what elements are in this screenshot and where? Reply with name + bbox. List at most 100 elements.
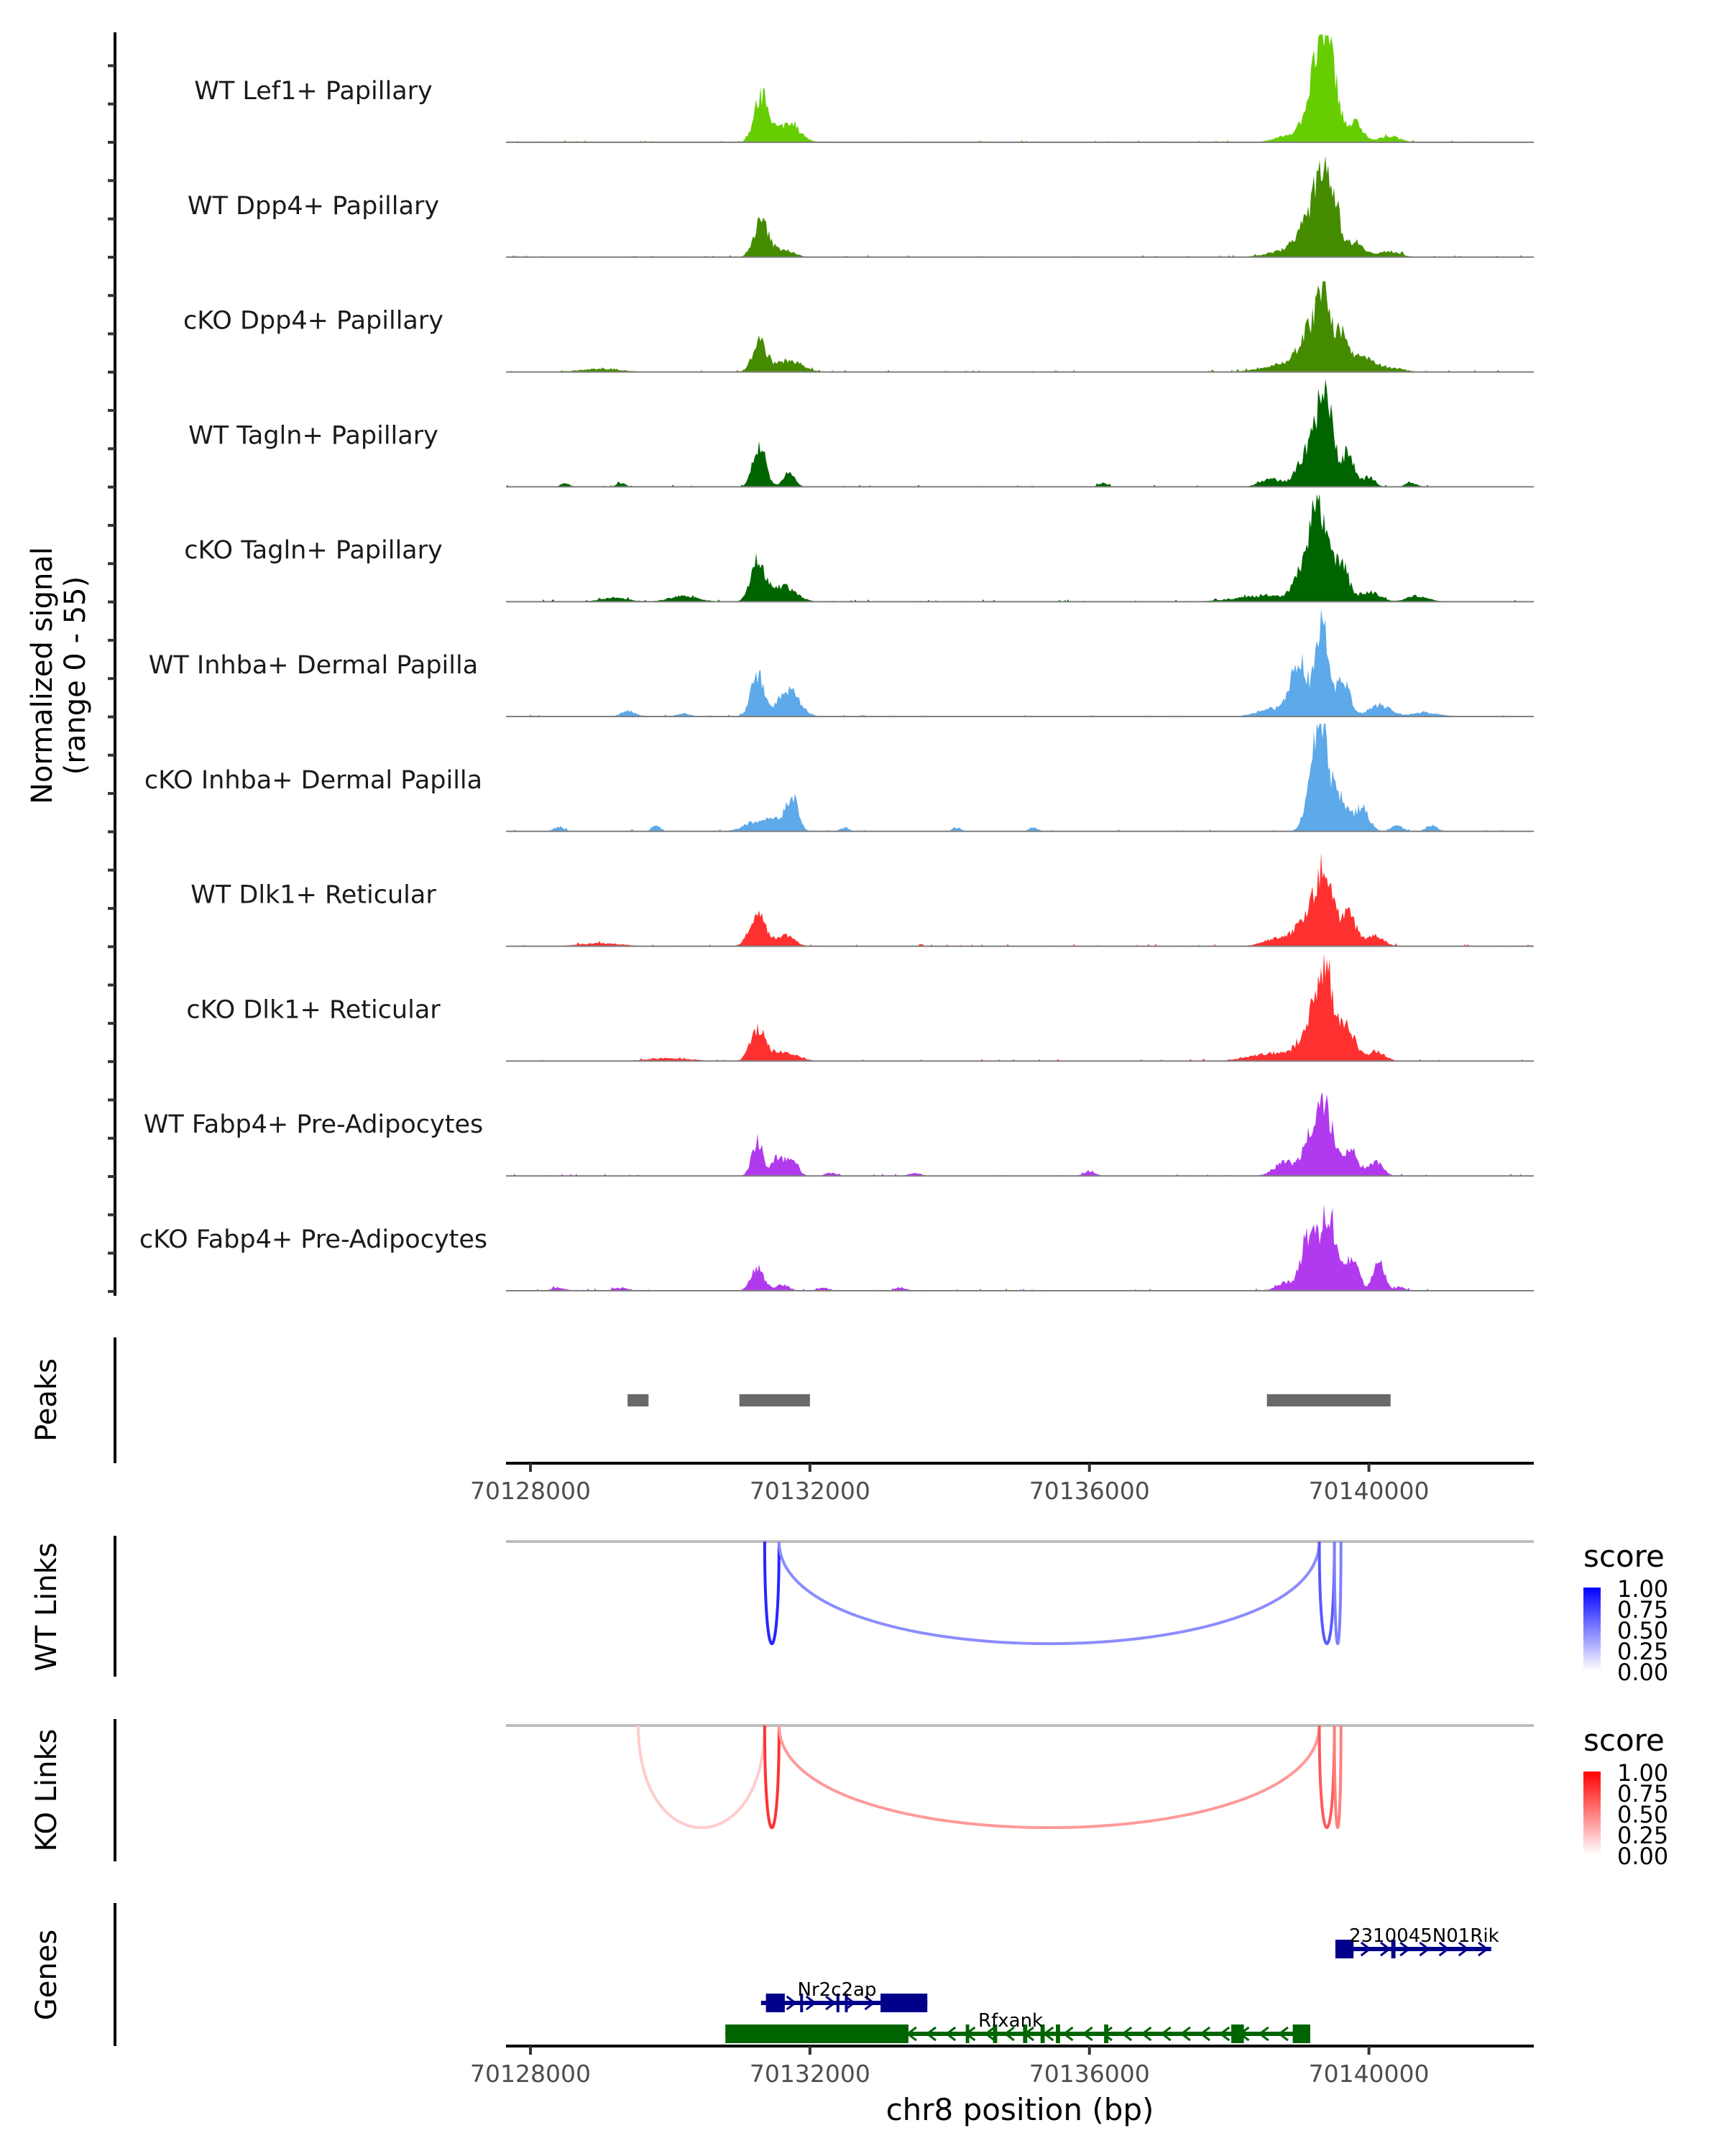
gene-exon <box>1056 2024 1060 2043</box>
legend-tick-label: 0.50 <box>1617 1801 1668 1828</box>
link-arc <box>1333 1541 1343 1646</box>
coverage-area <box>506 34 1534 142</box>
coverage-track: WT Inhba+ Dermal Papilla <box>149 609 1534 717</box>
coverage-tracks: WT Lef1+ Papillary WT Dpp4+ Papillary cKO … <box>139 34 1534 1291</box>
gene-exon <box>845 1994 848 2012</box>
gene-exon <box>800 1994 804 2012</box>
genes-label: Genes <box>30 1930 63 2020</box>
strand-arrow-icon <box>1360 1941 1372 1957</box>
x-tick-label: 70136000 <box>1029 2060 1150 2088</box>
strand-arrow-icon <box>1199 2026 1210 2042</box>
wt-links-label: WT Links <box>30 1542 63 1671</box>
gene-exon <box>765 1994 785 2012</box>
coverage-area <box>506 723 1534 831</box>
track-label: WT Dlk1+ Reticular <box>190 881 436 910</box>
link-arc <box>1333 1725 1343 1830</box>
gene-exon <box>993 2024 998 2043</box>
peak-region <box>739 1394 810 1406</box>
coverage-area <box>506 1204 1534 1291</box>
strand-arrow-icon <box>984 2026 995 2042</box>
strand-arrow-icon <box>1179 2026 1191 2042</box>
gene-name-label: Nr2c2ap <box>798 1979 877 2001</box>
gene-exon <box>1391 1940 1396 1958</box>
x-axis-bottom-ticks: 70128000 70132000 70136000 70140000 <box>470 2046 1430 2088</box>
gene-exon <box>1104 2024 1108 2043</box>
link-arc <box>763 1541 781 1646</box>
track-label: WT Dpp4+ Papillary <box>188 192 439 221</box>
gene-models: 2310045N01Rik Nr2c2ap Rfxank <box>725 1925 1499 2043</box>
coverage-track: cKO Dpp4+ Papillary <box>183 281 1534 373</box>
legend-tick-label: 0.75 <box>1617 1780 1668 1807</box>
coverage-track: cKO Inhba+ Dermal Papilla <box>144 723 1534 832</box>
coverage-area <box>506 852 1534 946</box>
coverage-ylabel-line1: Normalized signal <box>26 547 59 804</box>
coverage-track: cKO Dlk1+ Reticular <box>186 953 1534 1062</box>
gene-model: Rfxank <box>725 2010 1310 2043</box>
gene-name-label: 2310045N01Rik <box>1349 1925 1499 1947</box>
strand-arrow-icon <box>864 1995 876 2011</box>
strand-arrow-icon <box>1258 2026 1269 2042</box>
ko-legend-colorbar <box>1583 1772 1601 1855</box>
strand-arrow-icon <box>1160 2026 1172 2042</box>
genes-panel: Genes 2310045N01Rik Nr2c2ap Rfxank 7012800… <box>30 1903 1534 2127</box>
coverage-track: cKO Fabp4+ Pre-Adipocytes <box>139 1204 1534 1291</box>
ko-links-label: KO Links <box>30 1729 63 1852</box>
gene-exon <box>1040 2024 1045 2043</box>
gene-name-label: Rfxank <box>978 2010 1043 2032</box>
strand-arrow-icon <box>1121 2026 1133 2042</box>
strand-arrow-icon <box>1003 2026 1015 2042</box>
coverage-area <box>506 494 1534 602</box>
wt-legend: score 1.000.750.500.250.00 <box>1583 1539 1668 1686</box>
coverage-track: WT Dlk1+ Reticular <box>190 852 1534 947</box>
strand-arrow-icon <box>1277 2026 1289 2042</box>
gene-model: 2310045N01Rik <box>1335 1925 1499 1958</box>
coverage-area <box>506 379 1534 487</box>
peaks-label: Peaks <box>30 1358 63 1442</box>
gene-exon <box>836 1994 840 2012</box>
wt-links-panel: WT Links score 1.000.750.500.250.00 <box>30 1536 1668 1686</box>
gene-exon <box>880 1994 928 2012</box>
track-label: WT Tagln+ Papillary <box>188 421 438 450</box>
link-arc <box>777 1541 1321 1646</box>
gene-exon <box>1023 2024 1028 2043</box>
coverage-ylabel-line2: (range 0 - 55) <box>59 576 92 775</box>
wt-legend-title: score <box>1583 1539 1665 1574</box>
peaks-panel: Peaks 70128000 70132000 70136000 70140000 <box>30 1337 1534 1505</box>
coverage-track: WT Lef1+ Papillary <box>194 34 1534 143</box>
track-label: WT Fabp4+ Pre-Adipocytes <box>144 1110 483 1139</box>
strand-arrow-icon <box>845 1995 856 2011</box>
ko-links-panel: KO Links score 1.000.750.500.250.00 <box>30 1719 1668 1870</box>
legend-tick-label: 0.50 <box>1617 1617 1668 1644</box>
legend-tick-label: 0.75 <box>1617 1596 1668 1623</box>
track-label: WT Lef1+ Papillary <box>194 77 433 106</box>
x-axis-title: chr8 position (bp) <box>886 2092 1154 2127</box>
coverage-area <box>506 953 1534 1061</box>
strand-arrow-icon <box>925 2026 937 2042</box>
coverage-track: WT Fabp4+ Pre-Adipocytes <box>144 1092 1534 1177</box>
legend-tick-label: 0.25 <box>1617 1638 1668 1665</box>
gene-exon <box>1335 1940 1354 1958</box>
link-arc <box>1317 1541 1336 1645</box>
peak-region <box>627 1394 649 1406</box>
peak-regions <box>627 1394 1391 1406</box>
strand-arrow-icon <box>1062 2026 1074 2042</box>
link-arc <box>777 1725 1321 1830</box>
strand-arrow-icon <box>825 1995 837 2011</box>
strand-arrow-icon <box>1218 2026 1230 2042</box>
x-tick-label: 70132000 <box>750 2060 870 2088</box>
strand-arrow-icon <box>1478 1941 1489 1957</box>
track-label: cKO Dpp4+ Papillary <box>183 307 443 336</box>
x-tick-label: 70140000 <box>1309 2060 1430 2088</box>
peak-region <box>1266 1394 1391 1406</box>
strand-arrow-icon <box>1140 2026 1152 2042</box>
coverage-y-ticks <box>108 64 115 1293</box>
gene-exon <box>1292 2024 1310 2043</box>
gene-exon <box>965 2024 970 2043</box>
coverage-track: cKO Tagln+ Papillary <box>184 494 1534 603</box>
strand-arrow-icon <box>944 2026 957 2042</box>
wt-legend-colorbar <box>1583 1588 1601 1671</box>
legend-tick-label: 1.00 <box>1617 1759 1668 1787</box>
coverage-area <box>506 609 1534 717</box>
coverage-area <box>506 156 1534 257</box>
